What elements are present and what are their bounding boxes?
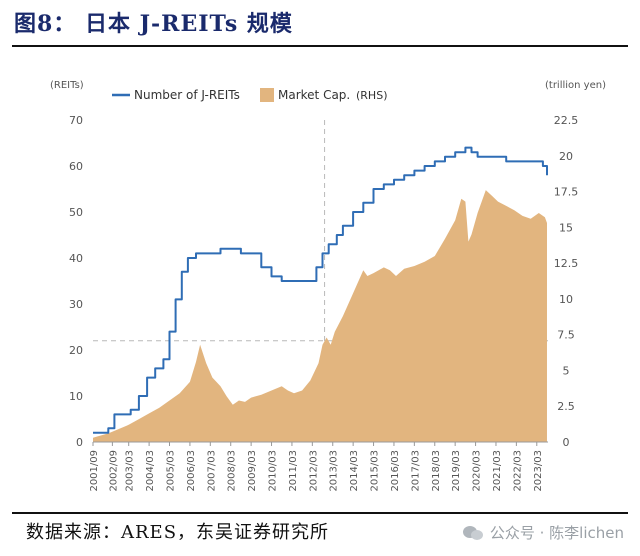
legend-area-label: Market Cap.: [278, 88, 350, 102]
right-tick-label: 20: [559, 150, 573, 163]
left-tick-label: 70: [69, 114, 83, 127]
x-tick-label: 2023/03: [533, 450, 544, 492]
x-tick-label: 2013/03: [329, 450, 340, 492]
area-layer: [93, 190, 547, 442]
x-tick-label: 2005/03: [166, 450, 177, 492]
figure-title: 图8： 日本 J-REITs 规模: [14, 11, 293, 37]
right-tick-label: 17.5: [554, 186, 579, 199]
watermark: 公众号 · 陈李lichen: [462, 522, 624, 543]
x-tick-label: 2015/03: [370, 450, 381, 492]
left-tick-label: 60: [69, 160, 83, 173]
legend: Number of J-REITs Market Cap. (RHS): [112, 88, 387, 102]
reit-count-line: [93, 146, 548, 434]
wechat-icon: [462, 525, 483, 540]
left-tick-label: 40: [69, 252, 83, 265]
x-tick-label: 2008/03: [227, 450, 238, 492]
x-tick-label: 2011/03: [288, 450, 299, 492]
right-tick-label: 15: [559, 221, 573, 234]
right-tick-label: 22.5: [554, 114, 579, 127]
top-rule: [12, 45, 628, 47]
x-tick-label: 2016/03: [390, 450, 401, 492]
watermark-text: 公众号 · 陈李lichen: [489, 524, 624, 542]
left-tick-label: 50: [69, 206, 83, 219]
jreit-chart: 0 10 20 30 40 50 60 70 0 2.5 5 7.5 10 12.5 15 17.5 20 22.…: [50, 80, 606, 492]
market-cap-area: [93, 190, 547, 442]
left-tick-label: 0: [76, 436, 83, 449]
x-tick-label: 2001/09: [89, 450, 100, 492]
x-tick-label: 2003/03: [125, 450, 136, 492]
x-tick-label: 2017/03: [410, 450, 421, 492]
x-tick-label: 2020/03: [472, 450, 483, 492]
right-tick-label: 0: [563, 436, 570, 449]
x-tick-label: 2019/03: [451, 450, 462, 492]
x-tick-label: 2014/03: [349, 450, 360, 492]
x-tick-label: 2004/03: [145, 450, 156, 492]
legend-area-swatch: [260, 88, 274, 102]
right-tick-label: 2.5: [557, 400, 575, 413]
left-tick-label: 20: [69, 344, 83, 357]
x-tick-label: 2022/03: [512, 450, 523, 492]
left-tick-label: 10: [69, 390, 83, 403]
x-tick-label: 2002/09: [108, 450, 119, 492]
left-axis-unit: (REITs): [50, 80, 84, 91]
x-tick-label: 2010/03: [268, 450, 279, 492]
source-note: 数据来源：ARES，东吴证券研究所: [26, 522, 330, 543]
right-tick-label: 5: [563, 364, 570, 377]
x-tick-label: 2007/03: [206, 450, 217, 492]
legend-line-label: Number of J-REITs: [134, 88, 240, 102]
x-tick-label: 2021/03: [492, 450, 503, 492]
x-tick-label: 2006/03: [186, 450, 197, 492]
axis-layer: 0 10 20 30 40 50 60 70 0 2.5 5 7.5 10 12.5 15 17.5 20 22.…: [69, 114, 578, 492]
bottom-rule: [12, 512, 628, 514]
right-tick-label: 12.5: [554, 257, 579, 270]
right-tick-label: 7.5: [557, 329, 575, 342]
x-tick-label: 2012/03: [308, 450, 319, 492]
line-layer: [93, 146, 548, 434]
right-tick-label: 10: [559, 293, 573, 306]
legend-area-suffix: (RHS): [356, 89, 387, 102]
right-axis-unit: (trillion yen): [545, 80, 606, 91]
left-tick-label: 30: [69, 298, 83, 311]
x-tick-label: 2018/03: [431, 450, 442, 492]
x-tick-label: 2009/03: [247, 450, 258, 492]
